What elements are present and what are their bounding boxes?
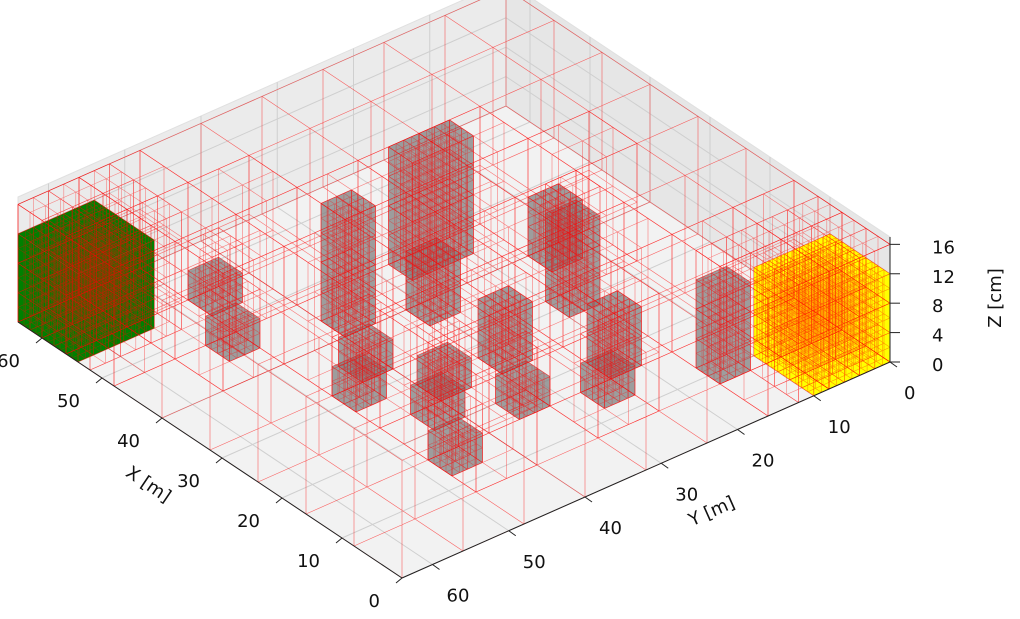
x-tick [275, 497, 283, 504]
x-tick [35, 337, 43, 344]
z-tick-label: 12 [932, 267, 955, 288]
box-face [321, 189, 376, 220]
octree-wire [17, 119, 891, 477]
z-tick-label: 8 [932, 296, 943, 317]
box-face [580, 349, 635, 380]
box-face [502, 301, 533, 374]
z-tick-label: 16 [932, 237, 955, 258]
box-face [428, 430, 452, 476]
y-tick [432, 564, 440, 570]
y-tick [660, 462, 669, 469]
x-tick [95, 377, 103, 384]
box-face [188, 257, 243, 287]
x-tick [395, 577, 403, 584]
box-face [604, 365, 635, 409]
box-face [753, 233, 890, 308]
box-face [519, 376, 550, 420]
box-face [478, 285, 533, 316]
marks [17, 0, 891, 579]
y-tick [737, 429, 745, 435]
box-face [813, 273, 890, 396]
box-face [410, 371, 465, 402]
box-face [188, 270, 212, 316]
y-axis-line [401, 361, 891, 579]
x-axis-line [17, 321, 403, 579]
z-axis-label: Z [cm] [985, 268, 1006, 328]
x-tick [155, 417, 163, 424]
x-tick-label: 40 [117, 431, 140, 452]
z-tick-label: 4 [932, 326, 943, 347]
box-face [720, 282, 751, 384]
box-face [569, 215, 600, 318]
x-tick-label: 20 [237, 511, 260, 532]
box-face [356, 369, 387, 412]
box-face [332, 366, 356, 412]
box-face [205, 302, 260, 333]
box-face [18, 200, 155, 274]
y-tick-label: 40 [599, 518, 622, 539]
x-tick-label: 30 [177, 471, 200, 492]
x-tick-label: 10 [297, 551, 320, 572]
box-face [417, 342, 472, 372]
y-tick-label: 20 [752, 451, 775, 472]
box-face [338, 323, 393, 354]
box-face [332, 353, 387, 383]
x-tick [215, 457, 223, 464]
box-face [205, 316, 230, 362]
box-face [495, 360, 550, 391]
octree-wire [17, 119, 891, 477]
box-face [696, 266, 751, 296]
y-tick [889, 361, 898, 368]
box-face [528, 183, 583, 214]
octree-wire [17, 106, 891, 493]
x-tick-label: 60 [0, 351, 20, 372]
box-face [545, 213, 570, 318]
box-face [452, 433, 483, 476]
y-tick-label: 50 [523, 552, 546, 573]
x-tick-label: 50 [57, 391, 80, 412]
box-face [428, 417, 483, 447]
z-tick-label: 0 [932, 355, 943, 376]
box-face [78, 240, 155, 362]
box-face [696, 279, 720, 384]
x-tick [335, 537, 343, 544]
y-tick [584, 496, 593, 503]
y-tick [508, 530, 517, 537]
box-face [18, 233, 78, 362]
x-axis-label: X [m] [122, 462, 175, 507]
y-tick [813, 395, 822, 402]
x-tick-label: 0 [369, 591, 380, 612]
box-face [410, 385, 435, 431]
box-face [495, 374, 520, 420]
y-tick-label: 30 [675, 484, 698, 505]
y-tick-label: 10 [828, 417, 851, 438]
box-face [430, 253, 461, 326]
box-face [406, 237, 461, 268]
y-tick-label: 0 [904, 383, 915, 404]
y-tick-label: 60 [447, 586, 470, 607]
box-face [545, 199, 600, 230]
box-face [580, 363, 605, 409]
box-face [587, 290, 642, 321]
